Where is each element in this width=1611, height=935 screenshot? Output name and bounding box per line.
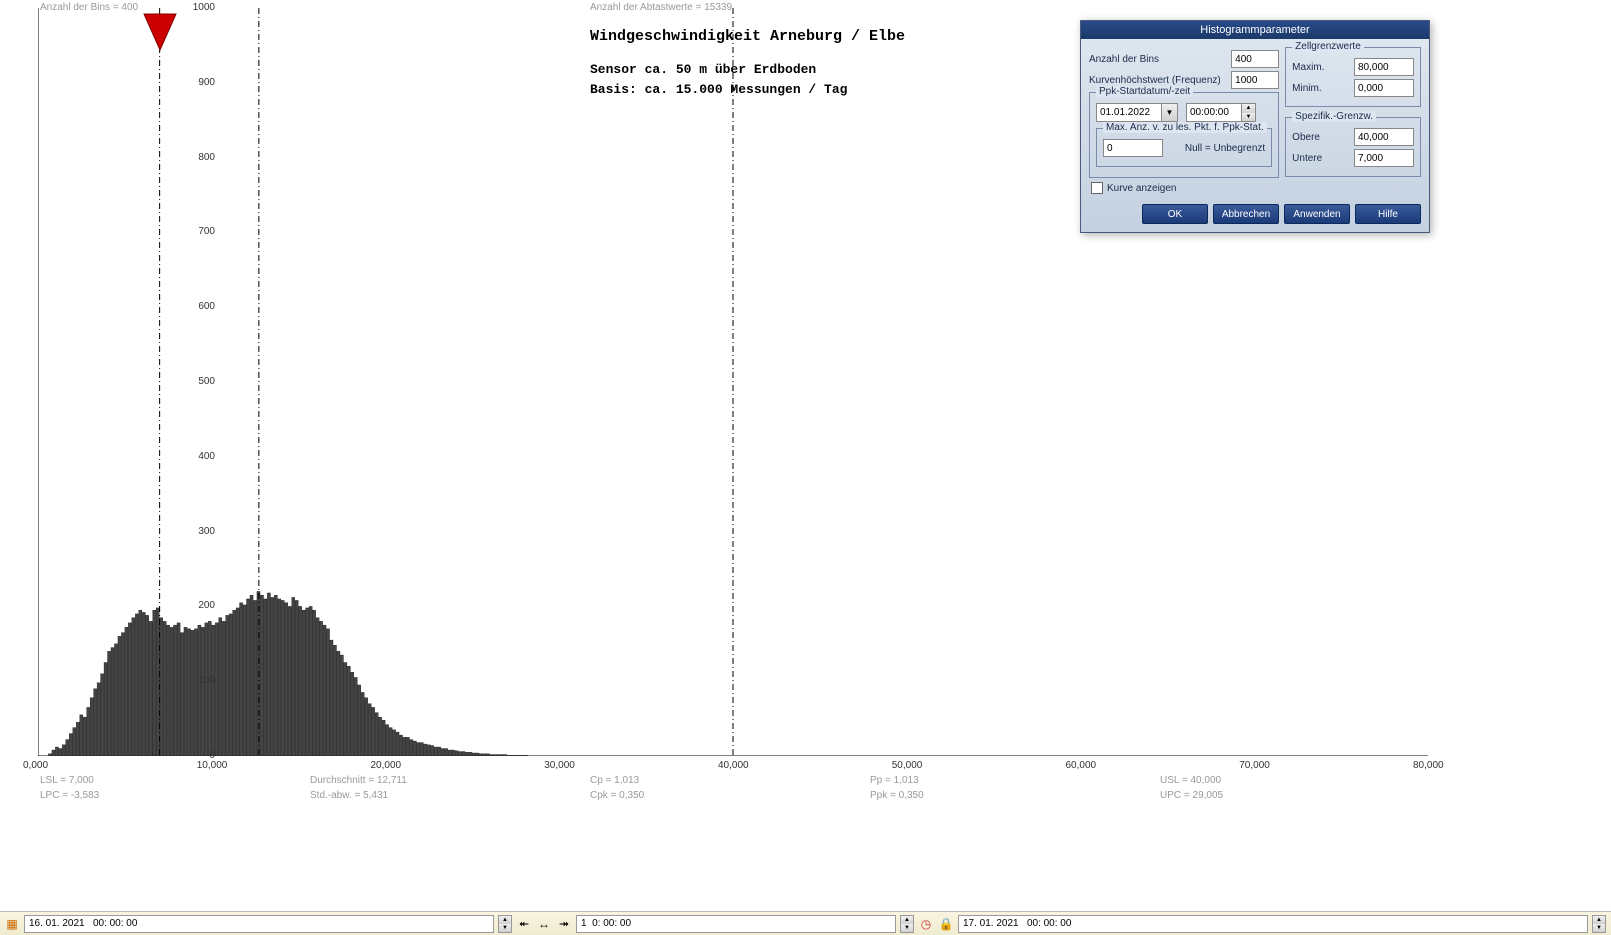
y-tick-label: 300 — [185, 526, 215, 537]
x-tick-label: 30,000 — [544, 760, 575, 771]
cell-limits-label: Zellgrenzwerte — [1292, 41, 1364, 52]
x-tick-label: 0,000 — [23, 760, 48, 771]
max-pts-hint: Null = Unbegrenzt — [1185, 143, 1265, 154]
max-pts-group-label: Max. Anz. v. zu les. Pkt. f. Ppk-Stat. — [1103, 122, 1267, 133]
end-spinner[interactable]: ▲▼ — [1592, 915, 1606, 933]
minim-label: Minim. — [1292, 83, 1321, 94]
stat-lsl: LSL = 7,000 — [40, 775, 94, 786]
upper-label: Obere — [1292, 132, 1320, 143]
y-tick-label: 100 — [185, 675, 215, 686]
stat-cpk: Cpk = 0,350 — [590, 790, 644, 801]
x-tick-label: 80,000 — [1413, 760, 1444, 771]
show-curve-checkbox[interactable] — [1091, 182, 1103, 194]
start-datetime-input[interactable] — [24, 915, 494, 933]
time-range-bar: ▦ ▲▼ ⯬ ↔ ⯮ ▲▼ ◷ 🔒 ▲▼ — [0, 911, 1611, 935]
max-pts-input[interactable] — [1103, 139, 1163, 157]
x-tick-label: 60,000 — [1066, 760, 1097, 771]
dialog-title: Histogrammparameter — [1081, 21, 1429, 39]
ppk-time-spinner[interactable]: ▲▼ — [1186, 103, 1256, 122]
stat-lpc: LPC = -3,583 — [40, 790, 99, 801]
spec-limits-label: Spezifik.-Grenzw. — [1292, 111, 1376, 122]
span-input[interactable] — [576, 915, 896, 933]
end-datetime-input[interactable] — [958, 915, 1588, 933]
y-tick-label: 500 — [185, 376, 215, 387]
minim-input[interactable] — [1354, 79, 1414, 97]
stat-usl: USL = 40,000 — [1160, 775, 1221, 786]
lower-input[interactable] — [1354, 149, 1414, 167]
ppk-group-label: Ppk-Startdatum/-zeit — [1096, 86, 1193, 97]
maxim-label: Maxim. — [1292, 62, 1324, 73]
y-tick-label: 400 — [185, 451, 215, 462]
peak-input[interactable] — [1231, 71, 1279, 89]
lock-icon[interactable]: 🔒 — [938, 916, 954, 932]
upper-input[interactable] — [1354, 128, 1414, 146]
bins-label: Anzahl der Bins — [1089, 54, 1159, 65]
stat-pp: Pp = 1,013 — [870, 775, 919, 786]
x-tick-label: 20,000 — [371, 760, 402, 771]
apply-button[interactable]: Anwenden — [1284, 204, 1350, 224]
skip-fwd-icon[interactable]: ⯮ — [556, 916, 572, 932]
calendar-icon[interactable]: ▦ — [4, 916, 20, 932]
ppk-time-input[interactable] — [1187, 104, 1241, 121]
expand-icon[interactable]: ↔ — [536, 916, 552, 932]
stat-std: Std.-abw. = 5,431 — [310, 790, 388, 801]
y-tick-label: 1000 — [185, 2, 215, 13]
ppk-date-input[interactable] — [1097, 104, 1161, 121]
ok-button[interactable]: OK — [1142, 204, 1208, 224]
ppk-date-combo[interactable]: ▼ — [1096, 103, 1178, 122]
x-tick-label: 70,000 — [1239, 760, 1270, 771]
skip-back-icon[interactable]: ⯬ — [516, 916, 532, 932]
x-tick-label: 40,000 — [718, 760, 749, 771]
lsl-marker-icon — [142, 12, 178, 55]
y-tick-label: 900 — [185, 77, 215, 88]
bins-input[interactable] — [1231, 50, 1279, 68]
peak-label: Kurvenhöchstwert (Frequenz) — [1089, 75, 1221, 86]
stat-avg: Durchschnitt = 12,711 — [310, 775, 407, 786]
spinner-up-icon[interactable]: ▲ — [1242, 104, 1255, 113]
x-tick-label: 10,000 — [197, 760, 228, 771]
maxim-input[interactable] — [1354, 58, 1414, 76]
span-spinner[interactable]: ▲▼ — [900, 915, 914, 933]
cancel-button[interactable]: Abbrechen — [1213, 204, 1279, 224]
show-curve-label: Kurve anzeigen — [1107, 183, 1177, 194]
y-tick-label: 700 — [185, 226, 215, 237]
clock-icon[interactable]: ◷ — [918, 916, 934, 932]
lower-label: Untere — [1292, 153, 1322, 164]
stat-upc: UPC = 29,005 — [1160, 790, 1223, 801]
help-button[interactable]: Hilfe — [1355, 204, 1421, 224]
start-spinner[interactable]: ▲▼ — [498, 915, 512, 933]
stat-cp: Cp = 1,013 — [590, 775, 639, 786]
x-tick-label: 50,000 — [892, 760, 923, 771]
stat-ppk: Ppk = 0,350 — [870, 790, 924, 801]
spinner-down-icon[interactable]: ▼ — [1242, 113, 1255, 122]
histogram-params-dialog: Histogrammparameter Anzahl der Bins Kurv… — [1080, 20, 1430, 233]
y-tick-label: 200 — [185, 600, 215, 611]
y-tick-label: 800 — [185, 152, 215, 163]
y-tick-label: 600 — [185, 301, 215, 312]
dropdown-icon[interactable]: ▼ — [1161, 104, 1177, 121]
